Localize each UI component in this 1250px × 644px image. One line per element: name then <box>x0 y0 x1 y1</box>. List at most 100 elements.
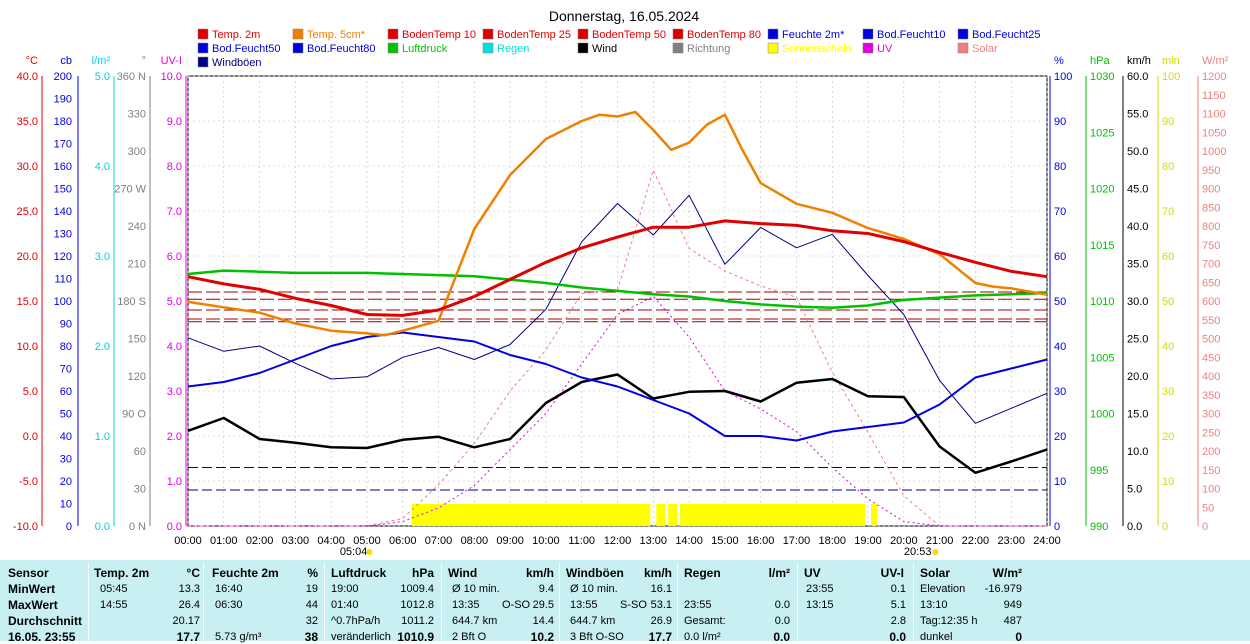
stats-hum-value: 44 <box>305 599 318 611</box>
stats-uv-value: 5.1 <box>890 599 906 611</box>
legend-swatch <box>197 56 209 68</box>
axis-tick-label: 35.0 <box>17 116 38 128</box>
axis-tick-label: 100 <box>1202 484 1220 496</box>
stats-rain-desc: 0.0 l/m² <box>684 631 721 643</box>
axis-tick-label: 0 <box>1202 521 1208 533</box>
axis-tick-label: 350 <box>1202 390 1220 402</box>
legend-item: BodenTemp 50 <box>577 28 666 41</box>
axis-tick-label: 360 N <box>117 71 146 83</box>
legend-item: Wind <box>577 42 617 55</box>
axis-tick-label: 50 <box>1162 296 1174 308</box>
axis-solar: W/m²120011501100105010009509008508007507… <box>1197 55 1229 533</box>
axis-tick-label: 550 <box>1202 315 1220 327</box>
axis-tick-label: 1030 <box>1090 71 1114 83</box>
series-windboeen <box>187 194 1048 424</box>
axis-tick-label: 240 <box>128 221 146 233</box>
x-tick-label: 06:00 <box>389 535 417 547</box>
legend-swatch <box>862 28 874 40</box>
axis-tick-label: 0 <box>66 521 72 533</box>
axis-unit-label: UV-I <box>161 55 182 67</box>
stats-gust-value: 53.1 <box>650 599 672 611</box>
axis-tick-label: 60 <box>134 446 146 458</box>
axis-tick-label: 10 <box>1054 476 1066 488</box>
stats-uv-time: 23:55 <box>806 583 834 595</box>
stats-separator <box>797 564 798 641</box>
axis-tick-label: 900 <box>1202 184 1220 196</box>
x-tick-label: 09:00 <box>496 535 524 547</box>
stats-gust-desc: 13:55 <box>570 599 598 611</box>
axis-tick-label: 80 <box>1054 161 1066 173</box>
legend-swatch <box>482 42 494 54</box>
axis-tick-label: 4.0 <box>167 341 182 353</box>
stats-gust-value: 17.7 <box>648 630 672 644</box>
stats-solar-value: 949 <box>1003 599 1022 611</box>
axis-tick-label: 500 <box>1202 334 1220 346</box>
stats-separator <box>677 564 678 641</box>
x-tick-label: 20:00 <box>890 535 918 547</box>
axis-tick-label: 90 <box>1054 116 1066 128</box>
x-tick-label: 23:00 <box>997 535 1025 547</box>
sunshine-bar <box>668 504 678 526</box>
legend-label: Temp. 5cm* <box>307 29 366 41</box>
axis-tick-label: 60 <box>60 386 72 398</box>
legend-label: Temp. 2m <box>212 29 260 41</box>
axis-tick-label: 150 <box>128 334 146 346</box>
axis-uv: UV-I 10.0 9.0 8.0 7.0 6.0 5.0 4.0 3.0 2.0 1.0 0.0 <box>161 55 187 533</box>
axis-tick-label: 130 <box>54 229 72 241</box>
stats-press-time: veränderlich <box>331 631 391 643</box>
axis-tick-label: 6.0 <box>167 251 182 263</box>
stats-rain-value: 0.0 <box>774 615 790 627</box>
axis-tick-label: 850 <box>1202 202 1220 214</box>
stats-rain-value: 0.0 <box>774 599 790 611</box>
axis-tick-label: 450 <box>1202 352 1220 364</box>
axis-tick-label: 330 <box>128 109 146 121</box>
axis-tick-label: 1050 <box>1202 127 1226 139</box>
axis-tick-label: 180 S <box>117 296 146 308</box>
axis-tick-label: 40 <box>1054 341 1066 353</box>
x-tick-label: 15:00 <box>711 535 739 547</box>
legend-swatch <box>197 42 209 54</box>
axis-unit-label: % <box>1054 55 1064 67</box>
axis-tick-label: 60 <box>1162 251 1174 263</box>
axis-tick-label: 120 <box>54 251 72 263</box>
stats-temp-time: 14:55 <box>100 599 128 611</box>
legend-label: Regen <box>497 43 529 55</box>
axis-tick-label: 750 <box>1202 240 1220 252</box>
axis-tick-label: 50 <box>1054 296 1066 308</box>
stats-solar-desc: Tag:12:35 h <box>920 615 978 627</box>
axis-tick-label: 150 <box>1202 465 1220 477</box>
series-temp-5cm <box>187 110 1048 337</box>
axis-tick-label: 60 <box>1054 251 1066 263</box>
axis-tick-label: 90 O <box>122 409 146 421</box>
legend-swatch <box>862 42 874 54</box>
axis-tick-label: 990 <box>1090 521 1108 533</box>
stats-solar-desc: Elevation <box>920 583 966 595</box>
legend-label: Feuchte 2m* <box>782 29 845 41</box>
stats-solar-value: 487 <box>1003 615 1022 627</box>
legend-item: BodenTemp 25 <box>482 28 571 41</box>
axis-tick-label: 0 N <box>129 521 146 533</box>
x-tick-label: 22:00 <box>962 535 990 547</box>
x-tick-label: 11:00 <box>568 535 595 547</box>
sunset-icon <box>932 549 939 555</box>
stats-hum-value: 32 <box>305 615 318 627</box>
series-luftdruck <box>187 269 1048 310</box>
legend-item: Richtung <box>672 42 730 55</box>
stats-uv-value: 0.1 <box>890 583 906 595</box>
stats-gust-desc: 644.7 km <box>570 615 616 627</box>
legend-label: BodenTemp 25 <box>497 29 571 41</box>
stats-header: Wind <box>448 566 478 580</box>
axis-tick-label: 0 <box>1162 521 1168 533</box>
stats-wind-desc: 644.7 km <box>452 615 498 627</box>
axis-tick-label: 40 <box>1162 341 1174 353</box>
stats-press-time: ^0.7hPa/h <box>331 615 381 627</box>
axis-tick-label: 20 <box>1054 431 1066 443</box>
axis-tick-label: 120 <box>128 371 146 383</box>
x-tick-label: 13:00 <box>640 535 668 547</box>
axis-tick-label: 25.0 <box>17 206 38 218</box>
legend-swatch <box>292 28 304 40</box>
legend-label: Wind <box>592 43 617 55</box>
axis-tick-label: 1.0 <box>95 431 110 443</box>
